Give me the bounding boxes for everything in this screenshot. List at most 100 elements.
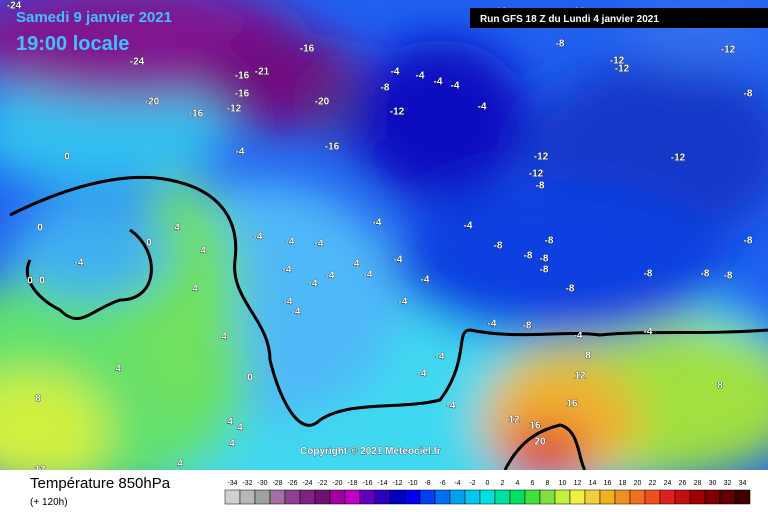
colorbar: -34 -32 -30 -28 -26 -24 -22 -20 -18 -16 -14 -12 -10-…: [224, 480, 751, 505]
colorbar-label: -18: [347, 480, 357, 487]
colorbar-label: 24: [664, 480, 672, 487]
colorbar-label: -8: [424, 480, 430, 487]
contour-label: -12: [671, 153, 686, 164]
contour-label: 4: [115, 364, 121, 375]
contour-label: 4: [229, 439, 235, 450]
contour-label: -16: [189, 109, 204, 120]
color-cell: [629, 489, 646, 505]
color-cell: [509, 489, 526, 505]
color-cell: [224, 489, 241, 505]
colorbar-label: -2: [469, 480, 475, 487]
contour-label: -12: [227, 104, 242, 115]
colorbar-label: -28: [272, 480, 282, 487]
colorbar-label: 34: [739, 480, 747, 487]
contour-label: -16: [235, 89, 250, 100]
colorbar-label: 2: [501, 480, 505, 487]
contour-label: 4: [200, 246, 206, 257]
contour-label: 0: [39, 276, 45, 287]
contour-label: -12: [529, 169, 544, 180]
contour-label: -20: [315, 97, 330, 108]
contour-label: -4: [418, 369, 427, 380]
colorbar-label: 14: [589, 480, 597, 487]
color-cell: [284, 489, 301, 505]
color-cell: [674, 489, 691, 505]
contour-label: -8: [540, 265, 549, 276]
contour-label: -4: [399, 297, 408, 308]
contour-label: 20: [534, 437, 546, 448]
contour-label: 16: [529, 421, 541, 432]
date: Samedi 9 janvier 2021: [16, 9, 172, 26]
contour-label: -4: [644, 327, 653, 338]
contour-label: -4: [436, 352, 445, 363]
color-cell: [554, 489, 571, 505]
contour-label: -12: [534, 152, 549, 163]
contour-label: -24: [7, 1, 22, 12]
contour-label: -4: [488, 319, 497, 330]
contour-label: -16: [325, 142, 340, 153]
color-cell: [434, 489, 451, 505]
contour-label: -4: [75, 258, 84, 269]
contour-label: -4: [394, 255, 403, 266]
contour-label: -16: [300, 44, 315, 55]
contour-label: -8: [536, 181, 545, 192]
color-cell: [419, 489, 436, 505]
contour-label: -12: [390, 107, 405, 118]
colorbar-label: 22: [649, 480, 657, 487]
color-cell: [329, 489, 346, 505]
color-cell: [404, 489, 421, 505]
colorbar-label: 0: [486, 480, 490, 487]
contour-label: 4: [237, 423, 243, 434]
color-cell: [299, 489, 316, 505]
contour-label: -8: [523, 321, 532, 332]
color-cell: [239, 489, 256, 505]
colorbar-label: 6: [531, 480, 535, 487]
contour-label: -8: [744, 89, 753, 100]
colorbar-label: 32: [724, 480, 732, 487]
contour-label: -4: [326, 271, 335, 282]
colorbar-label: -14: [377, 480, 387, 487]
color-cell: [644, 489, 661, 505]
colorbar-label: -34: [227, 480, 237, 487]
color-cell: [659, 489, 676, 505]
contour-label: -20: [145, 97, 160, 108]
colorbar-label: -22: [317, 480, 327, 487]
legend-title: Température 850hPa: [30, 475, 171, 492]
colorbar-label: -30: [257, 480, 267, 487]
contour-label: 16: [566, 399, 578, 410]
colorbar-label: 16: [604, 480, 612, 487]
contour-label: -4: [351, 259, 360, 270]
contour-label: -4: [421, 275, 430, 286]
colorbar-label: -32: [242, 480, 252, 487]
time: 19:00 locale: [16, 33, 129, 55]
colorbar-label: 20: [634, 480, 642, 487]
contour-label: -12: [615, 64, 630, 75]
color-cell: [269, 489, 286, 505]
contour-label: -4: [364, 270, 373, 281]
contour-label: -12: [610, 56, 625, 67]
color-cell: [449, 489, 466, 505]
colorbar-label: 8: [546, 480, 550, 487]
contour-label: -21: [255, 67, 270, 78]
color-cell: [479, 489, 496, 505]
contour-label: -4: [315, 239, 324, 250]
color-cell: [569, 489, 586, 505]
colorbar-label: 28: [694, 480, 702, 487]
contour-label: 0: [27, 276, 33, 287]
color-cell: [599, 489, 616, 505]
colorbar-label: 12: [574, 480, 582, 487]
color-cell: [344, 489, 361, 505]
contour-label: -4: [254, 232, 263, 243]
contour-label: -4: [373, 218, 382, 229]
contour-label: -4: [478, 102, 487, 113]
contour-label: 8: [35, 394, 41, 405]
contour-label: 0: [247, 373, 253, 384]
colorbar-label: 18: [619, 480, 627, 487]
contour-label: -8: [545, 236, 554, 247]
color-cell: [464, 489, 481, 505]
colorbar-label: -26: [287, 480, 297, 487]
color-cell: [614, 489, 631, 505]
contour-label: 4: [227, 417, 233, 428]
colorbar-label: -4: [454, 480, 460, 487]
